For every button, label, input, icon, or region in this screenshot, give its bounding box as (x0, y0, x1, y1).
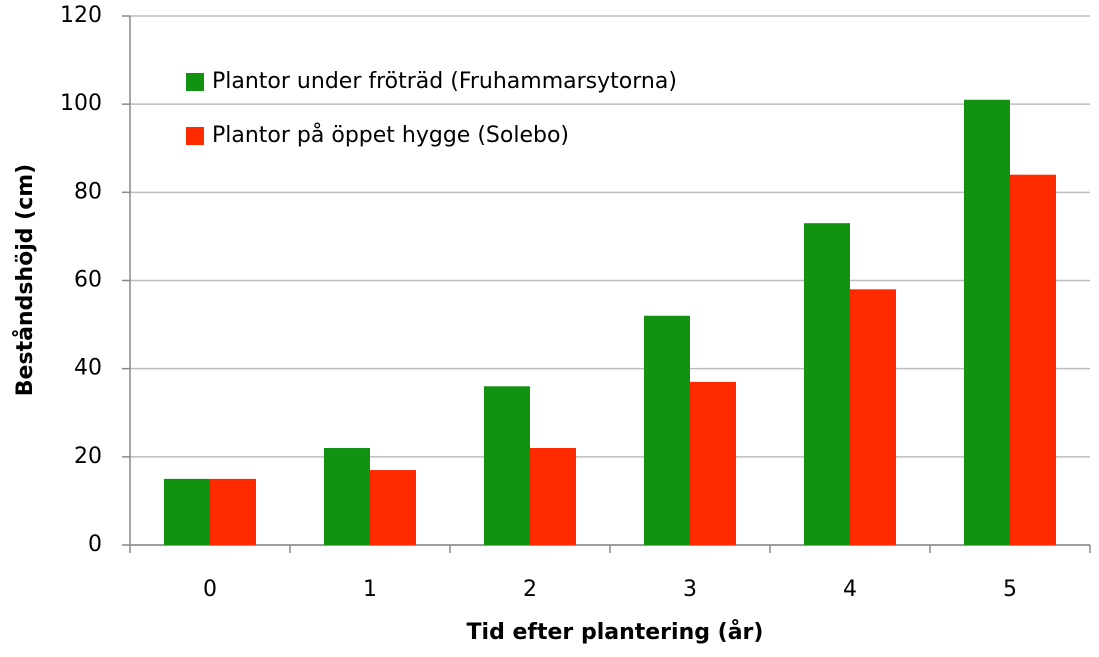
x-tick-label: 0 (203, 577, 217, 602)
y-tick-label: 40 (74, 356, 102, 381)
bar (530, 448, 576, 545)
bar (370, 470, 416, 545)
x-tick-label: 2 (523, 577, 537, 602)
y-tick-label: 120 (60, 3, 102, 28)
y-tick-label: 0 (88, 532, 102, 557)
legend-swatch (186, 127, 204, 145)
x-axis-title: Tid efter plantering (år) (467, 619, 764, 645)
bar (210, 478, 256, 545)
y-tick-label: 100 (60, 91, 102, 116)
legend-label: Plantor på öppet hygge (Solebo) (212, 122, 569, 148)
x-tick-label: 1 (363, 577, 377, 602)
x-tick-label: 4 (843, 577, 857, 602)
bar (804, 223, 850, 546)
bar (644, 315, 690, 545)
bar (964, 99, 1010, 545)
bar (850, 289, 896, 545)
bar (1010, 174, 1056, 545)
legend-label: Plantor under fröträd (Fruhammarsytorna) (212, 69, 677, 94)
bar (164, 478, 210, 545)
y-tick-label: 60 (74, 268, 102, 293)
y-axis-title: Beståndshöjd (cm) (12, 164, 38, 396)
x-tick-label: 3 (683, 577, 697, 602)
bar (690, 381, 736, 545)
x-tick-label: 5 (1003, 577, 1017, 602)
y-tick-label: 80 (74, 179, 102, 204)
legend-swatch (186, 73, 204, 91)
bar (484, 386, 530, 545)
y-tick-label: 20 (74, 444, 102, 469)
bar (324, 448, 370, 545)
